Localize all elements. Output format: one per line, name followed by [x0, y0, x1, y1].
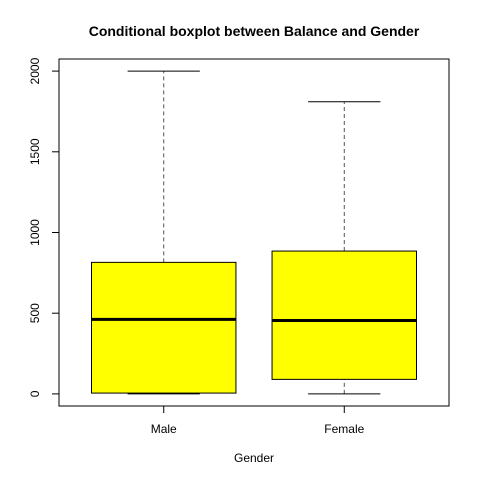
box-male — [91, 70, 237, 395]
box-iqr — [271, 250, 417, 380]
y-tick-label: 500 — [28, 303, 42, 323]
y-tick-label: 0 — [28, 390, 42, 397]
boxes-layer — [91, 70, 417, 395]
x-tick-label: Female — [324, 422, 364, 436]
x-axis-label: Gender — [234, 451, 274, 465]
y-tick-label: 1500 — [28, 138, 42, 165]
box-female — [271, 101, 417, 395]
y-axis: 0 500 1000 1500 2000 — [28, 57, 60, 397]
x-axis: Male Female — [151, 405, 365, 436]
box-iqr — [91, 261, 237, 394]
x-tick-label: Male — [151, 422, 177, 436]
y-tick-label: 2000 — [28, 57, 42, 84]
y-tick-label: 1000 — [28, 219, 42, 246]
chart-title: Conditional boxplot between Balance and … — [89, 23, 420, 39]
